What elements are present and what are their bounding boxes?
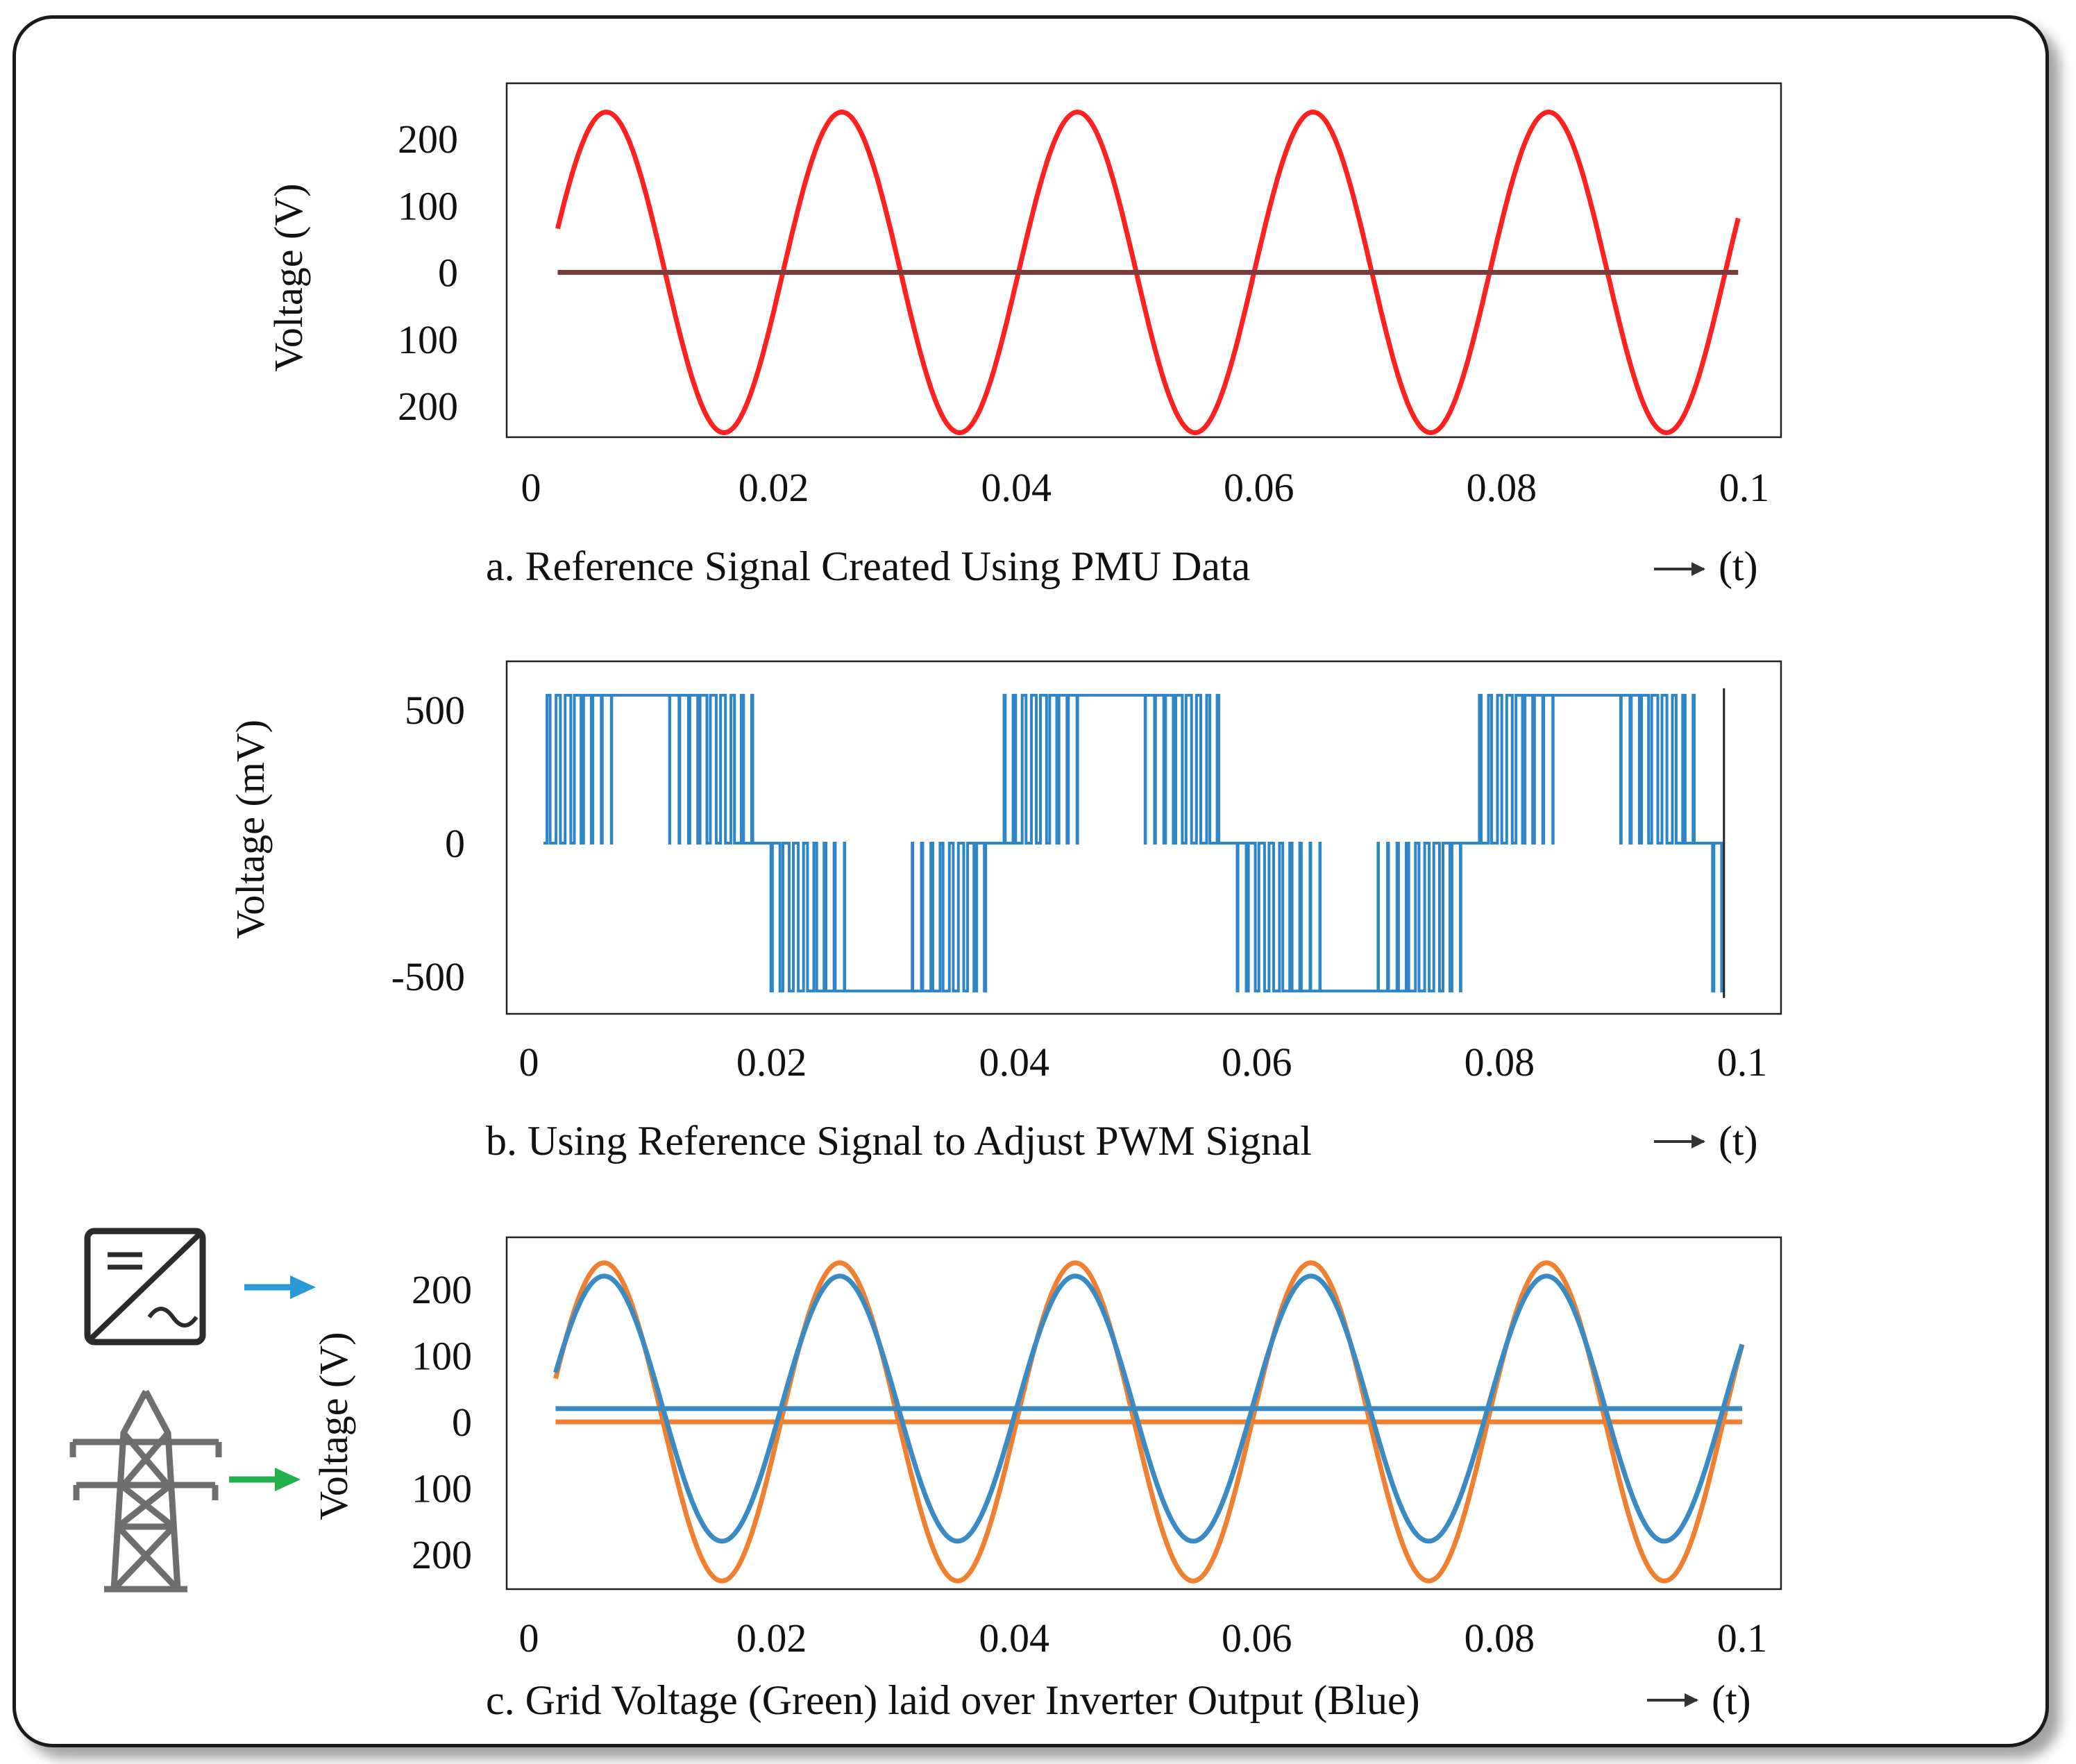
panel-b-caption: b. Using Reference Signal to Adjust PWM … (486, 1118, 1312, 1164)
panel-b-ytick-label: 0 (445, 821, 465, 866)
panel-b-xtick-label: 0 (519, 1040, 539, 1085)
panel-a-ytick-label: 100 (398, 317, 458, 362)
dc-ac-inverter-icon (84, 1228, 206, 1346)
panel-a-series (555, 110, 1741, 435)
panel-a-xtick-label: 0.04 (981, 465, 1052, 510)
panel-b-ytick-label: 500 (405, 688, 465, 733)
panel-b-ytick-label: -500 (391, 954, 465, 999)
panel-b-xticks: 0 0.02 0.04 0.06 0.08 0.1 (519, 1040, 1768, 1085)
panel-c-xtick-label: 0.08 (1465, 1615, 1535, 1661)
panel-a-xticks: 0 0.02 0.04 0.06 0.08 0.1 (521, 465, 1770, 510)
panel-c-xticks: 0 0.02 0.04 0.06 0.08 0.1 (519, 1615, 1768, 1661)
panel-b-plot-frame (505, 660, 1782, 1015)
panel-b-xtick-label: 0.08 (1465, 1040, 1535, 1085)
panel-b-yticks: 500 0 -500 (391, 688, 465, 999)
panel-a-xtick-label: 0.02 (739, 465, 809, 510)
panel-c-ytick-label: 100 (412, 1334, 472, 1379)
panel-b-ylabel: Voltage (mV) (228, 720, 273, 939)
transmission-tower-icon (69, 1389, 222, 1593)
panel-a-time-label: (t) (1719, 543, 1758, 589)
panel-c-xtick-label: 0 (519, 1615, 539, 1661)
inverter-legend-arrow-icon (244, 1275, 316, 1299)
panel-a-xtick-label: 0 (521, 465, 541, 510)
panel-b-xtick-label: 0.04 (979, 1040, 1049, 1085)
panel-b-series (543, 688, 1725, 999)
panel-a-caption: a. Reference Signal Created Using PMU Da… (486, 543, 1250, 589)
panel-c-series (553, 1260, 1745, 1584)
panel-a-yticks: 200 100 0 100 200 (398, 117, 458, 429)
panel-a-ylabel: Voltage (V) (266, 183, 311, 371)
panel-c-ytick-label: 200 (412, 1267, 472, 1312)
series-reference-signal (555, 110, 1741, 435)
panel-c-xtick-label: 0.02 (736, 1615, 807, 1661)
panel-c-ylabel: Voltage (V) (311, 1332, 356, 1520)
panel-c-time-label: (t) (1712, 1677, 1751, 1723)
series-pwm-signal (543, 693, 1724, 993)
series-grid-voltage (553, 1260, 1745, 1584)
panel-c-xtick-label: 0.1 (1717, 1615, 1768, 1661)
panel-a-ytick-label: 200 (398, 117, 458, 162)
series-inverter-output (553, 1273, 1745, 1544)
panel-c-ytick-label: 0 (452, 1400, 472, 1445)
grid-legend-arrow-icon (229, 1468, 301, 1491)
panel-a-plot-frame (505, 82, 1782, 439)
panel-a-xtick-label: 0.06 (1224, 465, 1294, 510)
panel-b-xtick-label: 0.02 (736, 1040, 807, 1085)
panel-a-xtick-label: 0.08 (1467, 465, 1537, 510)
panel-c-ytick-label: 200 (412, 1532, 472, 1577)
panel-a-xtick-label: 0.1 (1719, 465, 1770, 510)
panel-c-caption: c. Grid Voltage (Green) laid over Invert… (486, 1677, 1420, 1723)
panel-a-ytick-label: 100 (398, 183, 458, 228)
panel-c-yticks: 200 100 0 100 200 (412, 1267, 472, 1577)
panel-b-time-label: (t) (1719, 1118, 1758, 1164)
panel-c-xtick-label: 0.06 (1222, 1615, 1292, 1661)
panel-a-ytick-label: 0 (438, 251, 458, 296)
panel-c-ytick-label: 100 (412, 1466, 472, 1511)
panel-b-xtick-label: 0.06 (1222, 1040, 1292, 1085)
panel-a-ytick-label: 200 (398, 384, 458, 429)
panel-c-plot-frame (505, 1236, 1782, 1591)
panel-c-xtick-label: 0.04 (979, 1615, 1049, 1661)
panel-b-xtick-label: 0.1 (1717, 1040, 1768, 1085)
